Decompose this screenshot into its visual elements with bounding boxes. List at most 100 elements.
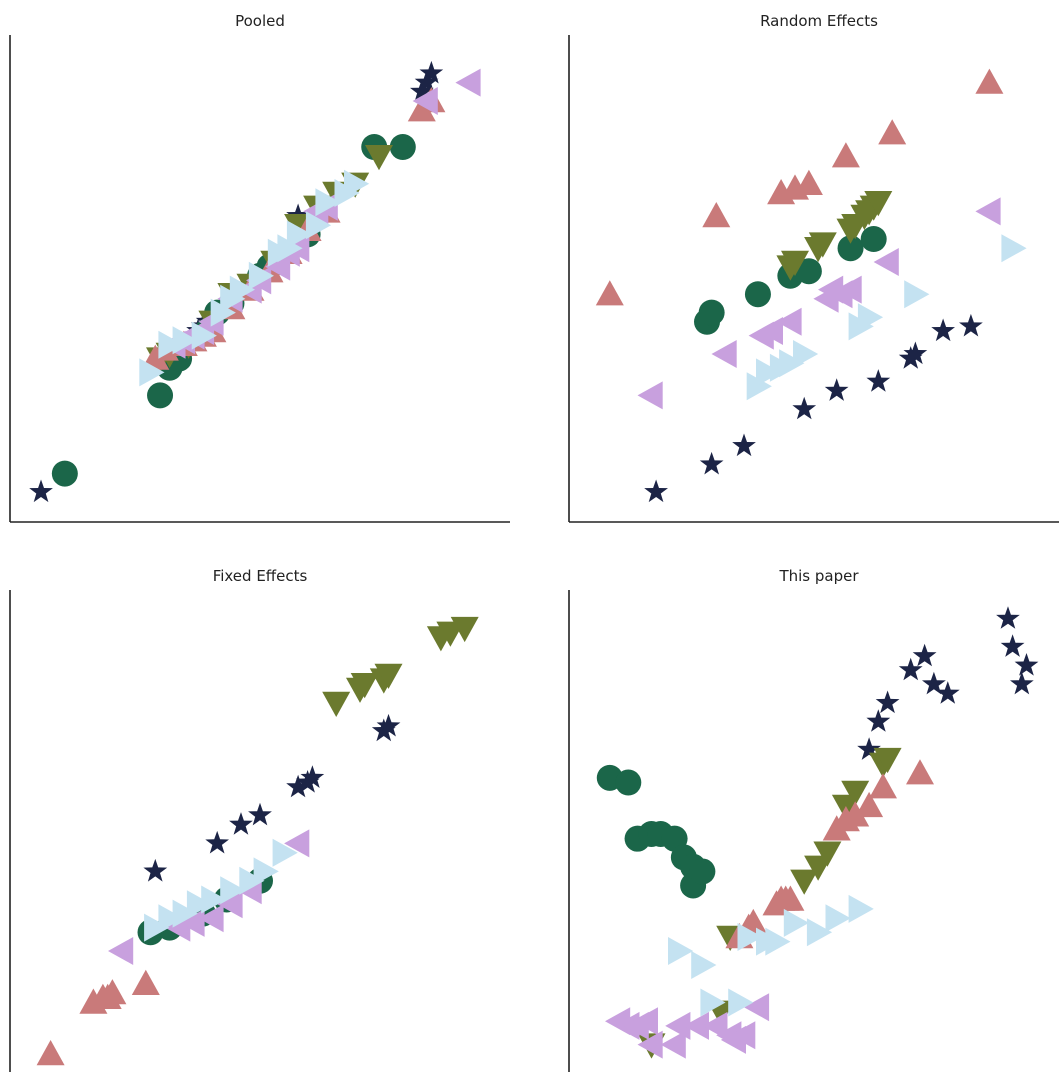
scatter-point-triangle-right (728, 988, 754, 1017)
scatter-point-star (1014, 653, 1039, 676)
scatter-point-triangle-right (668, 937, 694, 965)
scatter-point-triangle-down (813, 841, 842, 867)
scatter-point-triangle-right (272, 838, 298, 867)
scatter-point-triangle-right (315, 188, 341, 217)
scatter-point-triangle-right (848, 894, 874, 923)
scatter-marks (596, 606, 1039, 1059)
scatter-point-triangle-down (781, 250, 809, 276)
scatter-point-star (300, 765, 325, 788)
scatter-point-triangle-up (595, 280, 624, 306)
scatter-point-triangle-right (691, 951, 717, 979)
scatter-point-triangle-left (284, 829, 310, 858)
panel-random-effects: Random Effects (568, 12, 1059, 523)
scatter-point-triangle-left (265, 252, 291, 281)
scatter-point-circle (389, 134, 416, 160)
scatter-point-triangle-right (904, 280, 930, 309)
scatter-point-triangle-right (239, 866, 265, 895)
scatter-marks (36, 616, 479, 1066)
scatter-point-star (286, 774, 310, 798)
scatter-point-star (248, 802, 272, 826)
scatter-point-circle (615, 769, 642, 796)
scatter-point-star (29, 479, 53, 503)
scatter-point-triangle-up (855, 791, 884, 818)
scatter-point-star (824, 378, 849, 401)
scatter-point-triangle-down (841, 780, 870, 806)
scatter-point-triangle-up (975, 68, 1004, 94)
scatter-point-triangle-up (906, 759, 934, 785)
scatter-point-triangle-down (864, 191, 893, 217)
scatter-point-triangle-up (878, 119, 907, 145)
scatter-point-triangle-right (825, 904, 851, 933)
scatter-point-circle (744, 281, 771, 308)
scatter-point-circle (147, 382, 174, 409)
scatter-point-triangle-up (869, 773, 897, 799)
scatter-point-triangle-up (776, 885, 805, 911)
scatter-point-triangle-left (743, 993, 770, 1022)
scatter-point-star (419, 60, 444, 84)
scatter-point-triangle-right (700, 988, 726, 1017)
scatter-point-triangle-down (322, 691, 351, 717)
scatter-point-triangle-left (975, 197, 1001, 226)
panel-this-paper: This paper (568, 567, 1039, 1072)
scatter-point-triangle-right (210, 298, 236, 327)
scatter-point-triangle-right (286, 220, 313, 249)
scatter-point-triangle-left (683, 1011, 709, 1040)
scatter-point-triangle-down (873, 747, 902, 774)
scatter-point-triangle-left (873, 248, 899, 276)
scatter-point-triangle-up (131, 969, 160, 995)
scatter-point-star (1010, 671, 1034, 695)
scatter-point-star (866, 709, 891, 732)
scatter-point-circle (860, 226, 887, 252)
scatter-point-star (922, 671, 946, 695)
scatter-point-triangle-left (412, 87, 438, 115)
scatter-point-triangle-up (702, 202, 731, 228)
scatter-point-triangle-right (144, 913, 170, 942)
panel-title-random-effects: Random Effects (760, 12, 878, 30)
scatter-point-triangle-right (139, 358, 165, 387)
scatter-point-triangle-right (737, 923, 763, 951)
scatter-point-triangle-right (186, 890, 213, 919)
scatter-point-star (903, 341, 928, 365)
scatter-point-triangle-right (746, 372, 772, 401)
scatter-point-triangle-right (172, 899, 198, 928)
scatter-point-triangle-left (836, 275, 862, 304)
scatter-point-triangle-right (158, 330, 184, 359)
scatter-point-star (792, 396, 817, 420)
panel-title-this-paper: This paper (778, 567, 859, 585)
scatter-point-triangle-right (806, 918, 833, 947)
panel-fixed-effects: Fixed Effects (9, 567, 479, 1072)
scatter-point-triangle-up (98, 979, 127, 1005)
scatter-point-triangle-up (739, 908, 768, 935)
scatter-point-star (996, 606, 1020, 629)
scatter-point-star (229, 812, 253, 835)
scatter-point-circle (698, 299, 725, 326)
scatter-point-triangle-left (637, 381, 663, 410)
scatter-point-triangle-down (365, 145, 393, 171)
scatter-point-star (898, 657, 923, 681)
scatter-point-star (143, 858, 168, 882)
scatter-point-triangle-left (179, 908, 205, 937)
scatter-point-circle (51, 460, 78, 487)
scatter-point-triangle-down (790, 869, 819, 895)
scatter-point-triangle-left (217, 890, 243, 919)
scatter-point-triangle-right (305, 211, 332, 240)
scatter-point-triangle-down (450, 616, 479, 643)
scatter-point-triangle-right (191, 321, 217, 350)
scatter-point-star (699, 451, 724, 475)
scatter-point-triangle-up (794, 169, 823, 195)
scatter-point-star (959, 313, 983, 337)
scatter-point-triangle-right (756, 358, 782, 387)
scatter-point-triangle-up (36, 1040, 65, 1066)
scatter-point-triangle-left (660, 1030, 686, 1059)
scatter-point-triangle-left (665, 1011, 691, 1040)
scatter-point-star (376, 713, 401, 737)
scatter-point-triangle-right (253, 857, 279, 886)
scatter-point-star (1000, 634, 1025, 657)
scatter-point-triangle-right (779, 349, 805, 378)
scatter-point-triangle-right (158, 904, 184, 933)
scatter-point-star (912, 643, 937, 667)
scatter-point-triangle-right (248, 261, 274, 290)
scatter-point-triangle-left (108, 937, 134, 965)
scatter-point-triangle-right (277, 234, 303, 263)
